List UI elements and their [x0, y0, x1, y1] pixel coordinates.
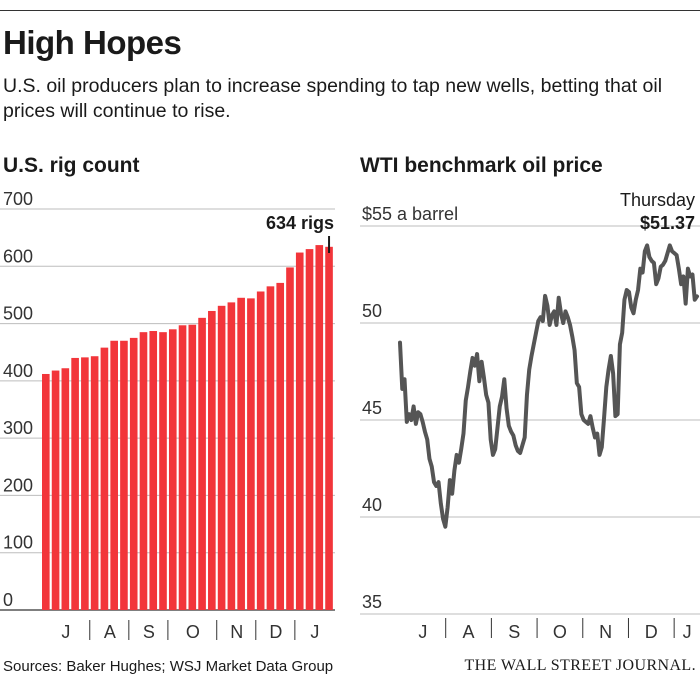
oil-price-month-label: O	[553, 622, 567, 642]
oil-price-month-label: J	[683, 622, 692, 642]
rig-count-grid	[0, 208, 335, 611]
oil-price-y-ticks: 35 40 45 50 $55 a barrel	[362, 204, 458, 612]
oil-price-line-group	[398, 243, 699, 529]
rig-count-y-tick-label: 600	[3, 246, 33, 266]
oil-price-month-label: S	[508, 622, 520, 642]
oil-price-month-label: A	[463, 622, 475, 642]
rig-count-bar	[71, 357, 79, 610]
oil-price-chart-title: WTI benchmark oil price	[360, 154, 603, 177]
rig-count-bars	[42, 245, 333, 611]
rig-count-y-ticks: 0 100 200 300 400 500 600 700	[3, 189, 33, 610]
oil-price-y-tick-label: 40	[362, 495, 382, 515]
rig-count-bar	[315, 245, 324, 610]
rig-count-y-tick-label: 400	[3, 361, 33, 381]
rig-count-month-label: D	[269, 622, 282, 642]
rig-count-month-label: O	[186, 622, 200, 642]
oil-price-annotation-day: Thursday	[620, 190, 695, 210]
rig-count-bar	[256, 291, 265, 610]
rig-count-bar	[227, 302, 236, 610]
rig-count-y-tick-label: 300	[3, 418, 33, 438]
rig-count-bar	[61, 368, 70, 610]
rig-count-bar	[208, 310, 216, 610]
rig-count-bar	[217, 305, 226, 610]
rig-count-y-tick-label: 100	[3, 533, 33, 553]
oil-price-y-tick-label: 35	[362, 592, 382, 612]
rig-count-bar	[325, 246, 333, 610]
oil-price-month-label: D	[645, 622, 658, 642]
rig-count-bar	[139, 332, 148, 610]
rig-count-bar	[100, 347, 109, 610]
rig-count-y-tick-label: 200	[3, 475, 33, 495]
rig-count-month-label: N	[230, 622, 243, 642]
rig-count-month-label: J	[61, 622, 70, 642]
oil-price-y-tick-label: 50	[362, 301, 382, 321]
rig-count-bar	[286, 267, 294, 610]
rig-count-bar	[266, 286, 275, 610]
rig-count-bar	[81, 357, 89, 610]
oil-price-annotation-value: $51.37	[640, 213, 695, 233]
oil-price-month-label: N	[599, 622, 612, 642]
publisher-logo: THE WALL STREET JOURNAL.	[464, 657, 696, 674]
rig-count-bar	[129, 337, 138, 610]
rig-count-month-label: S	[143, 622, 155, 642]
rig-count-bar	[110, 340, 118, 610]
rig-count-bar	[178, 325, 187, 610]
rig-count-month-label: J	[310, 622, 319, 642]
rig-count-chart-title: U.S. rig count	[3, 154, 140, 177]
rig-count-bar	[295, 252, 304, 611]
sources-note: Sources: Baker Hughes; WSJ Market Data G…	[3, 658, 334, 675]
rig-count-bar	[159, 332, 167, 610]
rig-count-bar	[149, 331, 158, 610]
rig-count-bar	[247, 298, 255, 610]
rig-count-y-tick-label: 500	[3, 304, 33, 324]
rig-count-bar	[120, 340, 128, 610]
oil-price-grid	[360, 225, 700, 615]
rig-count-annotation-label: 634 rigs	[266, 213, 334, 233]
rig-count-bar	[198, 317, 206, 610]
oil-price-line	[398, 243, 699, 529]
oil-price-y-tick-label: $55 a barrel	[362, 204, 458, 224]
page-subtitle: U.S. oil producers plan to increase spen…	[3, 75, 663, 122]
rig-count-bar	[42, 373, 50, 610]
oil-price-y-tick-label: 45	[362, 398, 382, 418]
rig-count-bar	[276, 282, 285, 610]
oil-price-month-label: J	[418, 622, 427, 642]
rig-count-bar	[188, 324, 197, 610]
rig-count-bar	[168, 329, 177, 610]
rig-count-annotation: 634 rigs	[266, 213, 334, 253]
rig-count-bar	[237, 297, 245, 610]
rig-count-bar	[305, 249, 314, 610]
rig-count-y-tick-label: 700	[3, 189, 33, 209]
rig-count-month-label: A	[104, 622, 116, 642]
rig-count-bar	[90, 356, 99, 610]
page-title: High Hopes	[3, 24, 182, 61]
top-rule	[0, 10, 700, 11]
rig-count-bar	[51, 370, 60, 610]
oil-price-annotation: Thursday $51.37	[620, 190, 695, 233]
rig-count-y-tick-label: 0	[3, 590, 13, 610]
